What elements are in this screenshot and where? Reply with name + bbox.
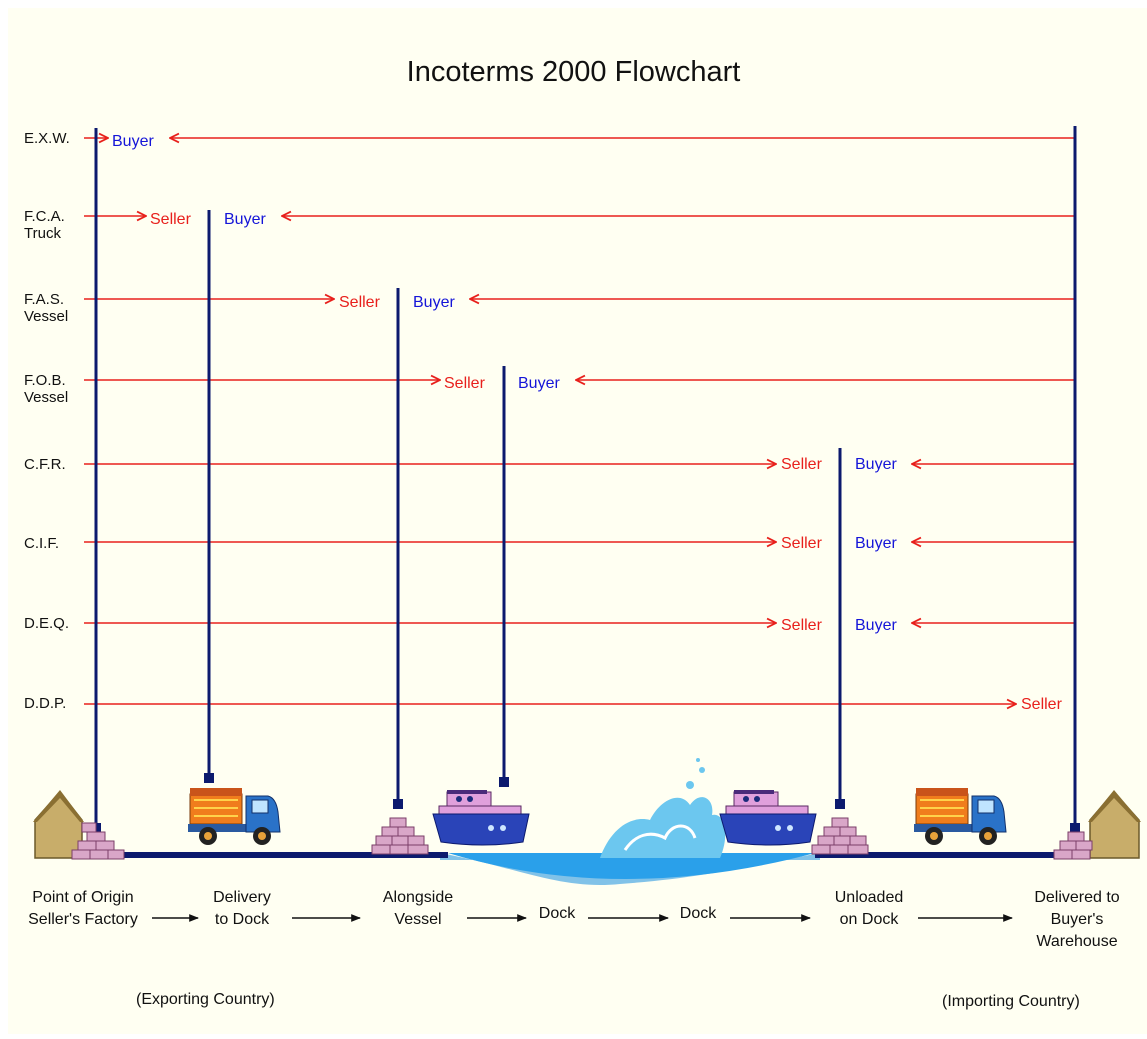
- warehouse-post-cap: [1070, 823, 1080, 833]
- seller-label-cfr: Seller: [781, 456, 822, 473]
- stage-label-alongside: Alongside Vessel: [382, 889, 454, 928]
- stage-label-delivered: Delivered to Buyer's Warehouse: [1034, 889, 1120, 950]
- seller-label-fca: Seller: [150, 211, 191, 228]
- truck-icon: [914, 788, 1007, 845]
- buyer-label-fas: Buyer: [413, 294, 455, 311]
- transfer-post-cap-fob: [499, 777, 509, 787]
- page-title: Incoterms 2000 Flowchart: [406, 56, 741, 88]
- term-label-fca: F.C.A. Truck: [24, 208, 65, 242]
- seller-label-fas: Seller: [339, 294, 380, 311]
- stage-label-delivery: Delivery to Dock: [213, 889, 271, 928]
- transfer-post-cap-fas: [393, 799, 403, 809]
- term-label-cif: C.I.F.: [24, 535, 60, 552]
- buyer-label-deq: Buyer: [855, 617, 897, 634]
- stage-label-unloaded: Unloaded on Dock: [834, 889, 904, 928]
- cargo-icon: [371, 817, 429, 855]
- term-label-cfr: C.F.R.: [24, 456, 66, 473]
- cargo-icon: [71, 822, 125, 860]
- stage-label-origin: Point of Origin Seller's Factory: [28, 889, 138, 928]
- house-icon: [1088, 790, 1141, 859]
- stage-label-dock-2: Dock: [679, 905, 717, 922]
- term-label-exw: E.X.W.: [24, 130, 70, 147]
- term-label-fob: F.O.B. Vessel: [24, 372, 69, 406]
- seller-label-fob: Seller: [444, 375, 485, 392]
- ship-icon: [719, 790, 817, 846]
- term-label-fas: F.A.S. Vessel: [24, 291, 69, 325]
- house-icon: [33, 790, 84, 859]
- term-label-ddp: D.D.P.: [24, 695, 67, 712]
- buyer-label-exw: Buyer: [112, 133, 154, 150]
- buyer-label-fob: Buyer: [518, 375, 560, 392]
- water-body: [448, 853, 815, 879]
- transfer-post-cap-cfr: [835, 799, 845, 809]
- truck-icon: [188, 788, 281, 845]
- importing-country-label: (Importing Country): [942, 993, 1080, 1010]
- term-label-deq: D.E.Q.: [24, 615, 70, 632]
- seller-label-ddp: Seller: [1021, 696, 1062, 713]
- cargo-icon: [1053, 831, 1093, 860]
- buyer-label-fca: Buyer: [224, 211, 266, 228]
- seller-label-cif: Seller: [781, 535, 822, 552]
- exporting-country-label: (Exporting Country): [136, 991, 275, 1008]
- ship-icon: [432, 790, 530, 846]
- stage-label-dock-1: Dock: [538, 905, 576, 922]
- transfer-post-cap-fca: [204, 773, 214, 783]
- buyer-label-cif: Buyer: [855, 535, 897, 552]
- wave-splash-icon: [600, 758, 726, 858]
- buyer-label-cfr: Buyer: [855, 456, 897, 473]
- seller-label-deq: Seller: [781, 617, 822, 634]
- cargo-icon: [811, 817, 869, 855]
